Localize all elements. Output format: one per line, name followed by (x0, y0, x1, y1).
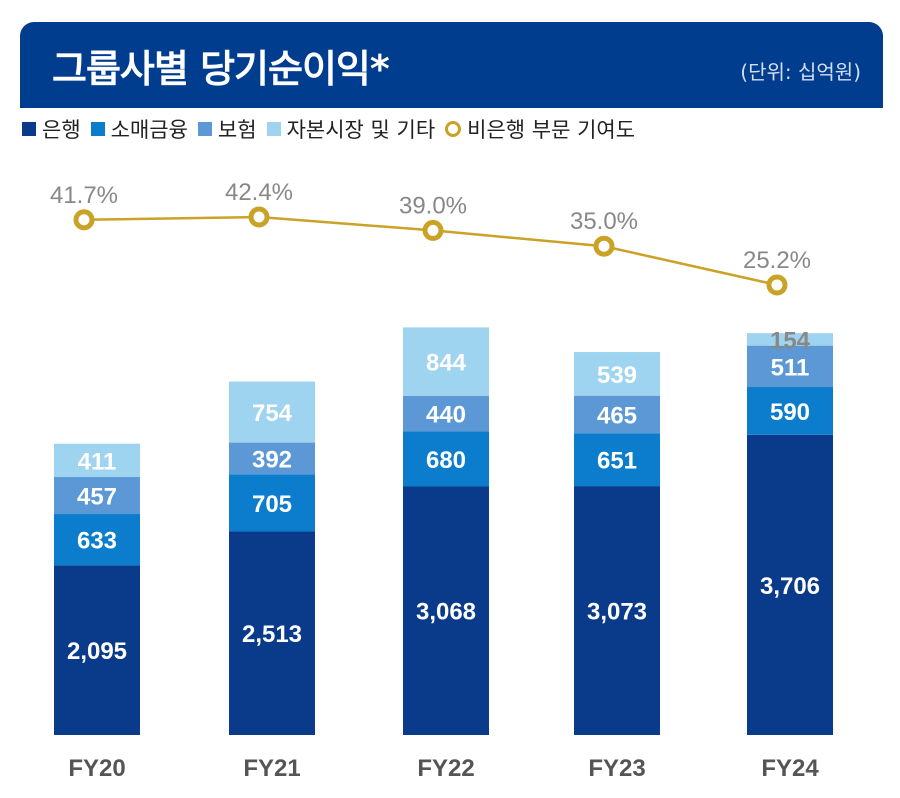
bar-label: 411 (78, 448, 117, 475)
bar-segment (747, 333, 833, 346)
bar-label: 3,068 (416, 599, 476, 626)
x-tick-label: FY21 (243, 755, 300, 782)
bar-segment (574, 352, 660, 396)
bar-segment (747, 345, 833, 388)
legend-swatch (90, 122, 105, 136)
bar-segment (229, 531, 315, 735)
bar-segment (403, 327, 489, 396)
bar-label: 651 (597, 448, 637, 475)
line-label: 25.2% (743, 247, 811, 274)
chart-title: 그룹사별 당기순이익* (52, 47, 390, 91)
bar-segment (747, 434, 833, 735)
line-label: 41.7% (50, 182, 118, 209)
line-label: 39.0% (399, 192, 467, 219)
bar-segment (54, 565, 140, 735)
line-point (248, 206, 270, 228)
legend-item-capital: 자본시장 및 기타 (266, 114, 435, 144)
bar-label: 392 (252, 446, 292, 473)
bar-label: 705 (252, 491, 292, 518)
bar-label: 3,073 (587, 599, 647, 626)
bar-segment (403, 395, 489, 432)
line-point (73, 209, 95, 231)
bar-label: 465 (597, 403, 637, 430)
line-label: 35.0% (570, 208, 638, 235)
line-point (766, 274, 788, 296)
legend: 은행 소매금융 보험 자본시장 및 기타 비은행 부문 기여도 (22, 114, 645, 144)
x-tick-label: FY20 (68, 755, 125, 782)
bar-label: 2,095 (67, 638, 127, 665)
line-point (593, 235, 615, 257)
x-tick-label: FY24 (761, 755, 819, 782)
bar-label: 440 (426, 402, 466, 429)
header-banner: 그룹사별 당기순이익* (단위: 십억원) (20, 22, 883, 108)
bar-segment (229, 442, 315, 475)
legend-swatch (22, 122, 36, 136)
legend-ring-icon (445, 121, 462, 137)
bar-label: 844 (426, 350, 467, 377)
legend-swatch (197, 122, 212, 136)
bar-segment (54, 477, 140, 515)
bar-segment (574, 433, 660, 487)
legend-swatch (266, 122, 281, 136)
bar-label: 590 (770, 399, 810, 426)
bar-label: 539 (597, 362, 637, 389)
bar-segment (229, 474, 315, 532)
line-point (422, 219, 444, 241)
bar-label: 154 (770, 327, 811, 354)
bar-label: 754 (252, 400, 293, 427)
bar-segment (574, 395, 660, 434)
bar-label: 3,706 (760, 573, 820, 600)
legend-item-insurance: 보험 (197, 114, 257, 144)
legend-item-bank: 은행 (22, 114, 81, 144)
bar-segment (229, 381, 315, 443)
bar-segment (747, 387, 833, 435)
bar-segment (574, 486, 660, 735)
x-tick-label: FY22 (417, 755, 474, 782)
legend-item-retail: 소매금융 (90, 114, 188, 144)
bar-label: 2,513 (242, 621, 302, 648)
legend-item-nonbank-ratio: 비은행 부문 기여도 (445, 114, 635, 144)
x-tick-label: FY23 (588, 755, 645, 782)
line-label: 42.4% (225, 179, 293, 206)
unit-label: (단위: 십억원) (740, 60, 861, 84)
bar-segment (403, 431, 489, 487)
bar-segment (403, 486, 489, 735)
bar-label: 457 (77, 484, 117, 511)
bar-segment (54, 514, 140, 566)
bar-label: 680 (426, 447, 466, 474)
bar-label: 511 (771, 354, 810, 381)
bar-segment (54, 443, 140, 478)
bar-label: 633 (77, 528, 117, 555)
